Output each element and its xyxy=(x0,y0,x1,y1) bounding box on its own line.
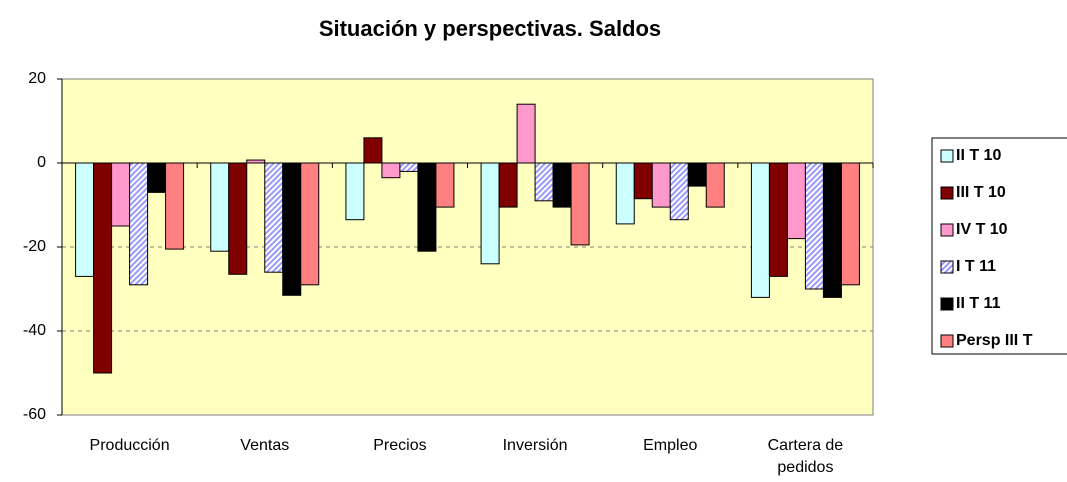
y-tick-label: 20 xyxy=(28,70,46,87)
bar xyxy=(435,162,455,208)
legend-swatch xyxy=(940,223,954,237)
legend-swatch xyxy=(940,149,954,163)
bar xyxy=(210,162,230,252)
bar xyxy=(768,162,788,277)
bar xyxy=(633,162,653,200)
bar xyxy=(786,162,806,240)
bar xyxy=(840,162,860,286)
legend-swatch xyxy=(940,260,954,274)
y-tick-label: -40 xyxy=(23,322,46,339)
bar xyxy=(75,162,95,277)
bar xyxy=(669,162,689,221)
bar xyxy=(552,162,572,208)
legend-label: Persp III T xyxy=(956,332,1033,349)
bar xyxy=(399,162,419,172)
bar xyxy=(282,162,302,296)
x-tick-label: Precios xyxy=(373,437,426,454)
x-tick-label: Cartera de pedidos xyxy=(768,437,844,476)
bar xyxy=(165,162,185,250)
bar xyxy=(615,162,635,225)
bar xyxy=(264,162,284,273)
legend-label: IV T 10 xyxy=(956,221,1008,238)
bar xyxy=(381,162,401,179)
bar xyxy=(516,103,536,164)
bar xyxy=(750,162,770,298)
bar xyxy=(345,162,365,221)
bar xyxy=(93,162,113,374)
bar xyxy=(804,162,824,290)
x-tick-label: Ventas xyxy=(240,437,289,454)
legend-label: II T 11 xyxy=(956,295,1001,312)
x-tick-label: Producción xyxy=(90,437,170,454)
y-tick-label: -20 xyxy=(23,238,46,255)
bar xyxy=(705,162,725,208)
bar xyxy=(534,162,554,202)
legend-swatch xyxy=(940,297,954,311)
bar xyxy=(822,162,842,298)
bar xyxy=(651,162,671,208)
x-tick-label: Empleo xyxy=(643,437,697,454)
x-tick-label: Inversión xyxy=(503,437,568,454)
legend-box xyxy=(931,137,1067,355)
bar xyxy=(417,162,437,252)
bar xyxy=(570,162,590,246)
bar xyxy=(363,137,383,164)
bar xyxy=(687,162,707,187)
legend-label: I T 11 xyxy=(956,258,996,275)
bar xyxy=(300,162,320,286)
legend-label: II T 10 xyxy=(956,147,1001,164)
legend-swatch xyxy=(940,334,954,348)
chart-title: Situación y perspectivas. Saldos xyxy=(319,16,661,41)
y-tick-label: -60 xyxy=(23,406,46,423)
legend-swatch xyxy=(940,186,954,200)
legend-label: III T 10 xyxy=(956,184,1006,201)
bar xyxy=(498,162,518,208)
bar xyxy=(480,162,500,265)
bar xyxy=(228,162,248,275)
y-tick-label: 0 xyxy=(37,154,46,171)
bar xyxy=(129,162,149,286)
bar xyxy=(147,162,167,193)
bar xyxy=(111,162,131,227)
